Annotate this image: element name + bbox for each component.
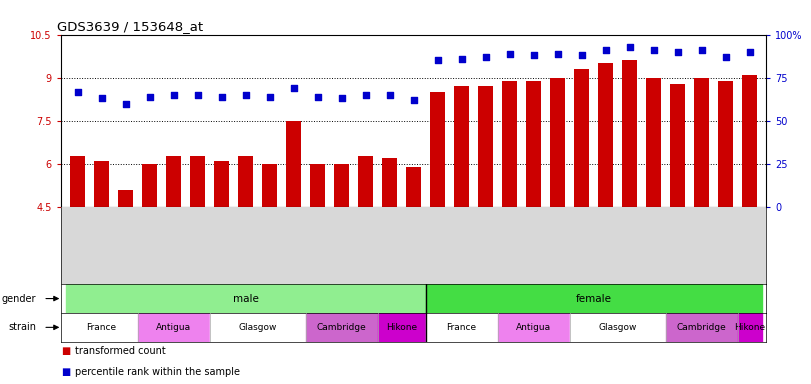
Point bbox=[407, 97, 420, 103]
Text: Cambridge: Cambridge bbox=[676, 323, 727, 332]
Bar bbox=[214, 161, 230, 207]
Point bbox=[672, 49, 684, 55]
Text: Hikone: Hikone bbox=[734, 323, 765, 332]
Bar bbox=[382, 158, 397, 207]
Bar bbox=[737, 313, 762, 342]
Bar bbox=[693, 78, 710, 207]
Point bbox=[647, 47, 660, 53]
Bar bbox=[430, 92, 445, 207]
Point bbox=[431, 57, 444, 63]
Text: GDS3639 / 153648_at: GDS3639 / 153648_at bbox=[58, 20, 204, 33]
Point bbox=[479, 54, 492, 60]
Text: Hikone: Hikone bbox=[386, 323, 417, 332]
Bar bbox=[378, 313, 426, 342]
Bar bbox=[66, 284, 426, 313]
Bar bbox=[165, 156, 182, 207]
Bar bbox=[142, 164, 157, 207]
Bar bbox=[718, 81, 733, 207]
Bar bbox=[478, 86, 493, 207]
Bar bbox=[622, 60, 637, 207]
Text: ■: ■ bbox=[61, 367, 70, 377]
Point bbox=[455, 56, 468, 62]
Bar bbox=[454, 86, 470, 207]
Bar bbox=[118, 190, 134, 207]
Text: strain: strain bbox=[8, 322, 36, 333]
Point bbox=[623, 43, 636, 50]
Bar bbox=[70, 156, 85, 207]
Point bbox=[191, 92, 204, 98]
Point bbox=[95, 95, 108, 101]
Point bbox=[383, 92, 396, 98]
Bar bbox=[306, 313, 378, 342]
Text: percentile rank within the sample: percentile rank within the sample bbox=[75, 367, 240, 377]
Text: Glasgow: Glasgow bbox=[238, 323, 277, 332]
Text: France: France bbox=[447, 323, 477, 332]
Point bbox=[335, 95, 348, 101]
Point bbox=[143, 94, 156, 100]
Bar bbox=[209, 313, 306, 342]
Bar bbox=[498, 313, 569, 342]
Text: male: male bbox=[233, 293, 259, 304]
Bar bbox=[742, 75, 757, 207]
Text: Antigua: Antigua bbox=[516, 323, 551, 332]
Bar bbox=[426, 284, 762, 313]
Bar bbox=[569, 313, 666, 342]
Bar bbox=[190, 156, 205, 207]
Text: Glasgow: Glasgow bbox=[599, 323, 637, 332]
Bar bbox=[666, 313, 737, 342]
Text: Cambridge: Cambridge bbox=[317, 323, 367, 332]
Point bbox=[527, 52, 540, 58]
Text: France: France bbox=[87, 323, 117, 332]
Bar bbox=[502, 81, 517, 207]
Text: ■: ■ bbox=[61, 346, 70, 356]
Bar bbox=[526, 81, 542, 207]
Bar bbox=[94, 161, 109, 207]
Point bbox=[599, 47, 612, 53]
Bar bbox=[646, 78, 662, 207]
Point bbox=[239, 92, 252, 98]
Bar bbox=[550, 78, 565, 207]
Point bbox=[575, 52, 588, 58]
Point bbox=[695, 47, 708, 53]
Bar bbox=[238, 156, 253, 207]
Bar bbox=[574, 69, 590, 207]
Bar bbox=[285, 121, 302, 207]
Bar bbox=[358, 156, 373, 207]
Text: female: female bbox=[576, 293, 611, 304]
Bar bbox=[598, 63, 613, 207]
Bar bbox=[262, 164, 277, 207]
Point bbox=[359, 92, 372, 98]
Bar bbox=[334, 164, 350, 207]
Text: gender: gender bbox=[2, 293, 36, 304]
Point bbox=[119, 101, 132, 107]
Point bbox=[167, 92, 180, 98]
Bar bbox=[426, 313, 498, 342]
Point bbox=[551, 50, 564, 56]
Point bbox=[215, 94, 228, 100]
Bar bbox=[406, 167, 422, 207]
Point bbox=[71, 88, 84, 94]
Point bbox=[503, 50, 516, 56]
Bar bbox=[138, 313, 209, 342]
Bar bbox=[66, 313, 138, 342]
Bar bbox=[670, 84, 685, 207]
Point bbox=[311, 94, 324, 100]
Bar bbox=[310, 164, 325, 207]
Text: Antigua: Antigua bbox=[156, 323, 191, 332]
Point bbox=[743, 49, 756, 55]
Point bbox=[719, 54, 732, 60]
Text: transformed count: transformed count bbox=[75, 346, 166, 356]
Point bbox=[263, 94, 276, 100]
Point bbox=[287, 85, 300, 91]
